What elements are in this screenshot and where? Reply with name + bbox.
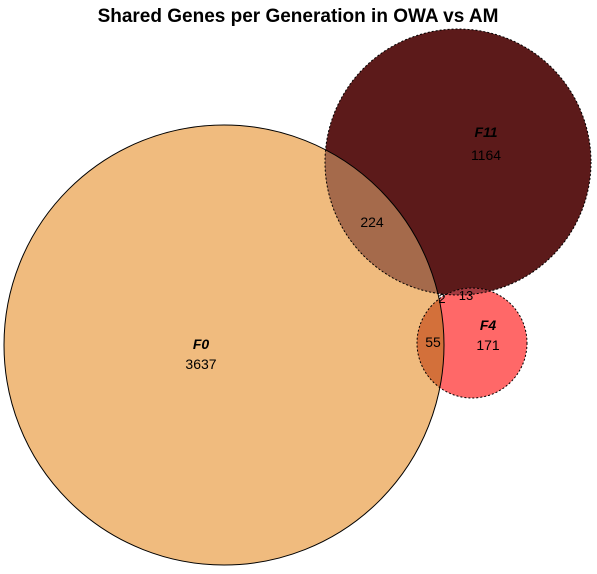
- set-f0-outline: [3, 124, 445, 566]
- set-f4-count: 171: [476, 337, 500, 353]
- intersection-f0-f11-f4-count: 2: [438, 291, 445, 306]
- set-f11-outline: [324, 28, 592, 296]
- set-f4-outline: [416, 287, 528, 399]
- set-f0-label: F0: [193, 336, 210, 352]
- set-f11-count: 1164: [471, 147, 501, 163]
- intersection-f0-f4-count: 55: [425, 334, 441, 350]
- set-f4-circle: [417, 288, 527, 398]
- set-f0-count: 3637: [185, 356, 216, 372]
- intersection-f11-f4-count: 13: [459, 288, 473, 303]
- overlap-f0-f11: [325, 125, 444, 295]
- diagram-title: Shared Genes per Generation in OWA vs AM: [98, 6, 499, 27]
- set-f0-circle: [4, 125, 444, 565]
- intersection-f0-f11-count: 224: [360, 214, 384, 230]
- set-f4-label: F4: [480, 317, 497, 333]
- set-f11-label: F11: [474, 124, 497, 140]
